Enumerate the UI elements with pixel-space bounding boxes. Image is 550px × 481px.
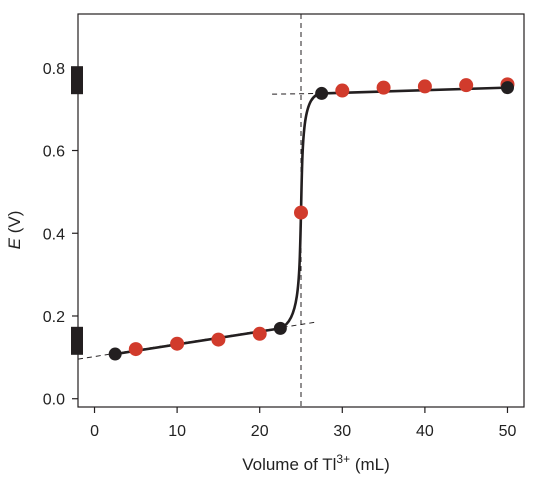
y-axis-marker-1	[71, 66, 83, 95]
anchor-point-3	[500, 81, 514, 95]
y-axis-title-symbol: E	[5, 237, 24, 249]
y-tick-label-0: 0.0	[43, 392, 65, 409]
y-tick-label-3: 0.6	[43, 144, 65, 161]
anchor-point-0	[108, 347, 122, 361]
x-axis-title: Volume of Tl3+ (mL)	[242, 452, 390, 474]
x-axis-title-prefix: Volume of Tl	[242, 455, 336, 474]
x-tick-label-5: 50	[499, 423, 517, 440]
x-tick-label-0: 0	[90, 423, 99, 440]
x-tick-label-2: 20	[251, 423, 269, 440]
tick-labels: 0 10 20 30 40 50 0.0 0.2 0.4 0.6 0.8	[43, 61, 517, 440]
axis-ticks	[72, 67, 509, 413]
measured-point-4	[294, 205, 308, 220]
y-tick-label-2: 0.4	[43, 226, 65, 243]
measured-point-1	[170, 336, 185, 351]
plot-area	[71, 14, 515, 407]
measured-point-7	[417, 79, 432, 94]
x-tick-label-3: 30	[333, 423, 351, 440]
titration-curve	[114, 86, 508, 356]
measured-point-2	[211, 332, 226, 347]
y-axis-marker-0	[71, 326, 83, 355]
x-tick-label-1: 10	[168, 423, 186, 440]
x-axis-title-superscript: 3+	[336, 452, 350, 466]
measured-point-5	[335, 83, 350, 98]
y-tick-label-4: 0.8	[43, 61, 65, 78]
y-axis-title: E (V)	[5, 211, 24, 250]
y-tick-label-1: 0.2	[43, 309, 65, 326]
measured-point-6	[376, 80, 391, 95]
anchor-point-1	[273, 321, 287, 335]
post-equivalence-extrapolation	[272, 92, 322, 95]
x-tick-label-4: 40	[416, 423, 434, 440]
anchor-point-2	[315, 86, 329, 100]
y-axis-title-unit: (V)	[5, 211, 24, 238]
measured-point-3	[252, 326, 267, 341]
x-axis-title-suffix: (mL)	[350, 455, 390, 474]
measured-point-8	[459, 78, 474, 93]
measured-point-0	[128, 342, 143, 357]
